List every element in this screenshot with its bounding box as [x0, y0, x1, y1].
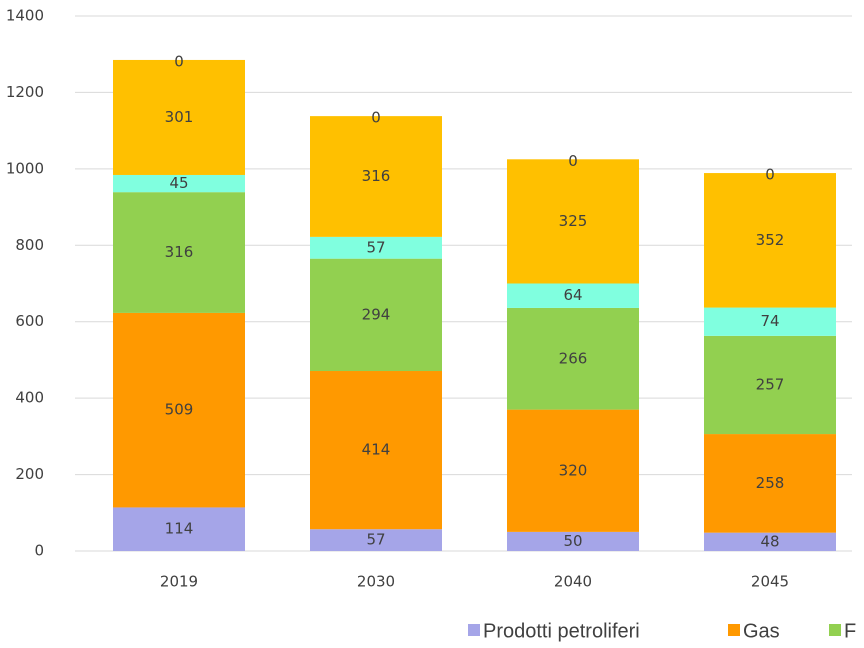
- bar-segment: [113, 507, 245, 551]
- data-label: 64: [563, 286, 582, 304]
- data-label: 294: [362, 305, 391, 323]
- y-tick-label: 800: [15, 236, 44, 254]
- data-label: 320: [559, 461, 588, 479]
- bar-segment: [310, 258, 442, 372]
- bar-segment: [310, 371, 442, 530]
- y-tick-label: 0: [34, 542, 44, 560]
- y-tick-label: 1200: [6, 83, 44, 101]
- data-label: 57: [366, 238, 385, 256]
- x-tick-label: 2019: [160, 573, 198, 591]
- data-label: 57: [366, 531, 385, 549]
- data-label: 325: [559, 212, 588, 230]
- bar-segment: [507, 307, 639, 410]
- x-tick-label: 2040: [554, 573, 592, 591]
- bar-segment: [704, 173, 836, 308]
- bar-segment: [113, 192, 245, 313]
- data-label: 50: [563, 532, 582, 550]
- bar-segment: [113, 312, 245, 508]
- data-label: 257: [756, 375, 785, 393]
- bar-segment: [310, 529, 442, 551]
- bar-segment: [310, 116, 442, 237]
- data-label: 258: [756, 474, 785, 492]
- bar-segment: [704, 307, 836, 336]
- legend: Prodotti petroliferi: [483, 620, 640, 642]
- data-label: 301: [165, 108, 194, 126]
- data-label: 0: [174, 52, 184, 70]
- legend: F: [844, 620, 856, 642]
- data-label: 352: [756, 231, 785, 249]
- bar-segment: [507, 409, 639, 532]
- bar-segment: [113, 174, 245, 193]
- bar-segment: [704, 434, 836, 533]
- data-label: 0: [765, 166, 775, 184]
- data-label: 0: [371, 109, 381, 127]
- data-label: 114: [165, 520, 194, 538]
- data-label: 316: [165, 243, 194, 261]
- data-label: 316: [362, 167, 391, 185]
- bar-segment: [704, 532, 836, 551]
- bar-segment: [507, 159, 639, 284]
- bar-segment: [310, 236, 442, 259]
- y-tick-label: 600: [15, 312, 44, 330]
- bar-segment: [507, 283, 639, 308]
- bar-segment: [113, 59, 245, 175]
- x-tick-label: 2030: [357, 573, 395, 591]
- y-tick-label: 1400: [6, 7, 44, 25]
- bar-segment: [704, 335, 836, 435]
- data-label: 45: [169, 174, 188, 192]
- y-tick-label: 1000: [6, 159, 44, 177]
- data-label: 74: [760, 312, 779, 330]
- data-label: 509: [165, 401, 194, 419]
- legend-swatch: [468, 624, 480, 636]
- legend-swatch: [728, 624, 740, 636]
- y-tick-label: 200: [15, 465, 44, 483]
- data-label: 48: [760, 532, 779, 550]
- data-label: 266: [559, 349, 588, 367]
- bar-segment: [507, 531, 639, 551]
- data-label: 414: [362, 441, 391, 459]
- legend-swatch: [829, 624, 841, 636]
- legend: Gas: [743, 620, 780, 642]
- data-label: 0: [568, 152, 578, 170]
- x-tick-label: 2045: [751, 573, 789, 591]
- y-tick-label: 400: [15, 389, 44, 407]
